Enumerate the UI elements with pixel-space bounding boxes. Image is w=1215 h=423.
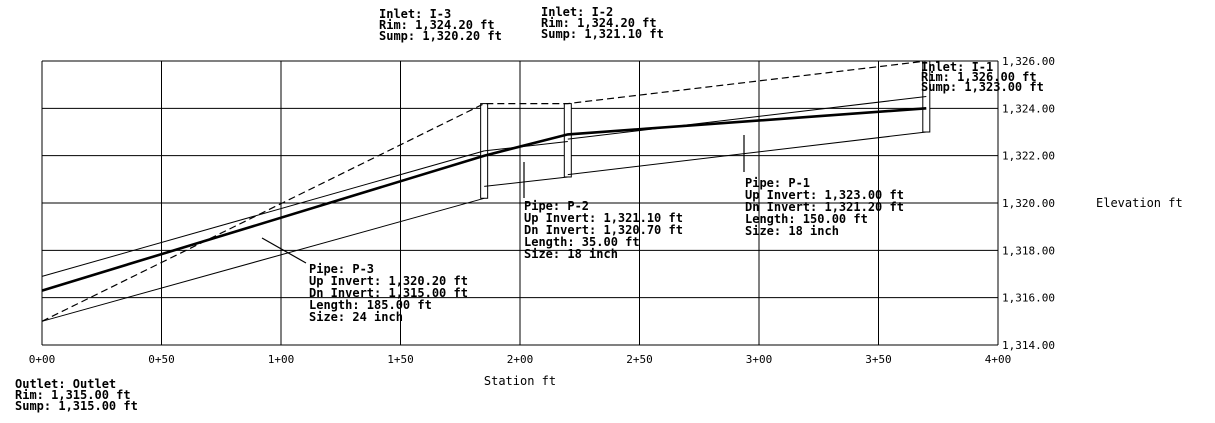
annotation-line: Length: 185.00 ft — [309, 298, 432, 312]
x-tick-label: 0+50 — [148, 353, 175, 366]
annotation-line: Inlet: I-1 — [921, 60, 993, 74]
annotation-pipe-p3: Pipe: P-3 Up Invert: 1,320.20 ft Dn Invert… — [309, 262, 468, 324]
x-tick-label: 2+00 — [507, 353, 534, 366]
annotation-line: Sump: 1,315.00 ft — [15, 399, 138, 413]
annotation-line: Dn Invert: 1,321.20 ft — [745, 200, 904, 214]
series-pipe-P-2-invert — [484, 176, 568, 187]
x-tick-labels: 0+00 0+50 1+00 1+50 2+00 2+50 3+00 3+50 4+00 — [29, 353, 1012, 366]
annotation-line: Sump: 1,320.20 ft — [379, 29, 502, 43]
annotation-line: Outlet: Outlet — [15, 377, 116, 391]
series — [41, 60, 927, 322]
annotation-pipe-p2: Pipe: P-2 Up Invert: 1,321.10 ft Dn Invert… — [524, 199, 683, 261]
annotation-line: Rim: 1,326.00 ft — [921, 70, 1037, 84]
x-axis-label: Station ft — [484, 374, 556, 388]
annotation-line: Sump: 1,321.10 ft — [541, 27, 664, 41]
x-tick-label: 0+00 — [29, 353, 56, 366]
y-axis-label: Elevation ft — [1096, 196, 1183, 210]
annotation-pipe-p1: Pipe: P-1 Up Invert: 1,323.00 ft Dn Invert… — [745, 176, 904, 238]
annotation-inlet-i3: Inlet: I-3 Rim: 1,324.20 ft Sump: 1,320.20… — [379, 7, 502, 43]
annotation-line: Pipe: P-2 — [524, 199, 589, 213]
x-tick-label: 3+00 — [746, 353, 773, 366]
structure-I-2 — [563, 103, 572, 178]
annotation-line: Size: 18 inch — [745, 224, 839, 238]
annotation-line: Dn Invert: 1,320.70 ft — [524, 223, 683, 237]
annotation-line: Dn Invert: 1,315.00 ft — [309, 286, 468, 300]
annotation-line: Rim: 1,315.00 ft — [15, 388, 131, 402]
annotation-line: Up Invert: 1,323.00 ft — [745, 188, 904, 202]
annotation-line: Inlet: I-3 — [379, 7, 451, 21]
y-tick-label: 1,314.00 — [1002, 339, 1055, 352]
series-pipe-P-1-invert — [567, 131, 927, 176]
annotation-line: Sump: 1,323.00 ft — [921, 80, 1044, 94]
y-tick-label: 1,324.00 — [1002, 102, 1055, 115]
series-pipe-P-1-crown — [567, 96, 927, 140]
annotations: Inlet: I-3 Rim: 1,324.20 ft Sump: 1,320.20… — [15, 5, 1044, 413]
annotation-inlet-i1: Inlet: I-1 Rim: 1,326.00 ft Sump: 1,323.00… — [921, 60, 1044, 94]
grid — [41, 60, 999, 346]
x-tick-label: 1+00 — [268, 353, 295, 366]
annotation-line: Pipe: P-3 — [309, 262, 374, 276]
x-tick-label: 2+50 — [626, 353, 653, 366]
annotation-outlet: Outlet: Outlet Rim: 1,315.00 ft Sump: 1,31… — [15, 377, 138, 413]
annotation-inlet-i2: Inlet: I-2 Rim: 1,324.20 ft Sump: 1,321.10… — [541, 5, 664, 41]
series-pipe-P-3-crown — [41, 150, 485, 277]
annotation-line: Size: 24 inch — [309, 310, 403, 324]
x-tick-label: 1+50 — [387, 353, 414, 366]
annotation-line: Up Invert: 1,321.10 ft — [524, 211, 683, 225]
x-tick-label: 4+00 — [985, 353, 1012, 366]
annotation-line: Inlet: I-2 — [541, 5, 613, 19]
leader-p3 — [261, 237, 307, 264]
y-tick-label: 1,320.00 — [1002, 197, 1055, 210]
series-hgl — [41, 107, 927, 292]
y-tick-label: 1,316.00 — [1002, 292, 1055, 305]
y-tick-labels: 1,314.00 1,316.00 1,318.00 1,320.00 1,322.00… — [1002, 55, 1055, 352]
annotation-line: Pipe: P-1 — [745, 176, 810, 190]
annotation-line: Rim: 1,324.20 ft — [541, 16, 657, 30]
annotation-line: Length: 35.00 ft — [524, 235, 640, 249]
x-tick-label: 3+50 — [865, 353, 892, 366]
leader-lines — [261, 135, 745, 264]
series-pipe-P-2-crown — [484, 141, 568, 152]
y-tick-label: 1,326.00 — [1002, 55, 1055, 68]
series-pipe-P-3-invert — [41, 197, 485, 322]
annotation-line: Rim: 1,324.20 ft — [379, 18, 495, 32]
annotation-line: Length: 150.00 ft — [745, 212, 868, 226]
series-ground — [41, 60, 927, 322]
annotation-line: Size: 18 inch — [524, 247, 618, 261]
y-tick-label: 1,318.00 — [1002, 244, 1055, 257]
annotation-line: Up Invert: 1,320.20 ft — [309, 274, 468, 288]
y-tick-label: 1,322.00 — [1002, 150, 1055, 163]
